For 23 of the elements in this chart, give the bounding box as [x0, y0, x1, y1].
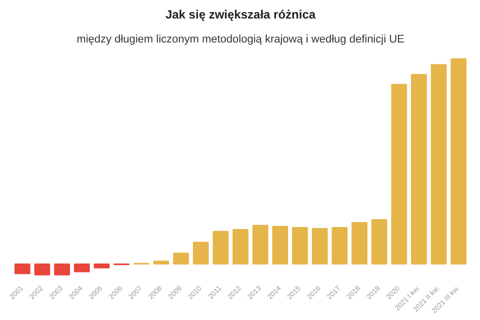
bar	[430, 64, 447, 264]
chart-subtitle: między długiem liczonym metodologią krajową i według definicji UE	[76, 34, 404, 46]
bar	[153, 260, 170, 264]
bar	[34, 263, 50, 276]
bar	[232, 229, 248, 264]
bar	[371, 219, 388, 264]
bar	[74, 263, 90, 272]
bar	[173, 252, 189, 264]
bar	[54, 263, 70, 276]
bar	[352, 222, 368, 264]
bar	[391, 84, 408, 264]
bar	[312, 228, 328, 264]
bar	[252, 224, 268, 264]
bar	[332, 226, 348, 264]
bar	[192, 242, 209, 264]
bar	[411, 74, 427, 264]
bar	[212, 230, 229, 264]
bar	[450, 58, 467, 264]
bar	[14, 263, 30, 274]
bar	[272, 226, 288, 264]
chart-title: Jak się zwiększała różnica	[165, 8, 316, 22]
bar	[94, 263, 110, 268]
bar	[292, 226, 308, 264]
